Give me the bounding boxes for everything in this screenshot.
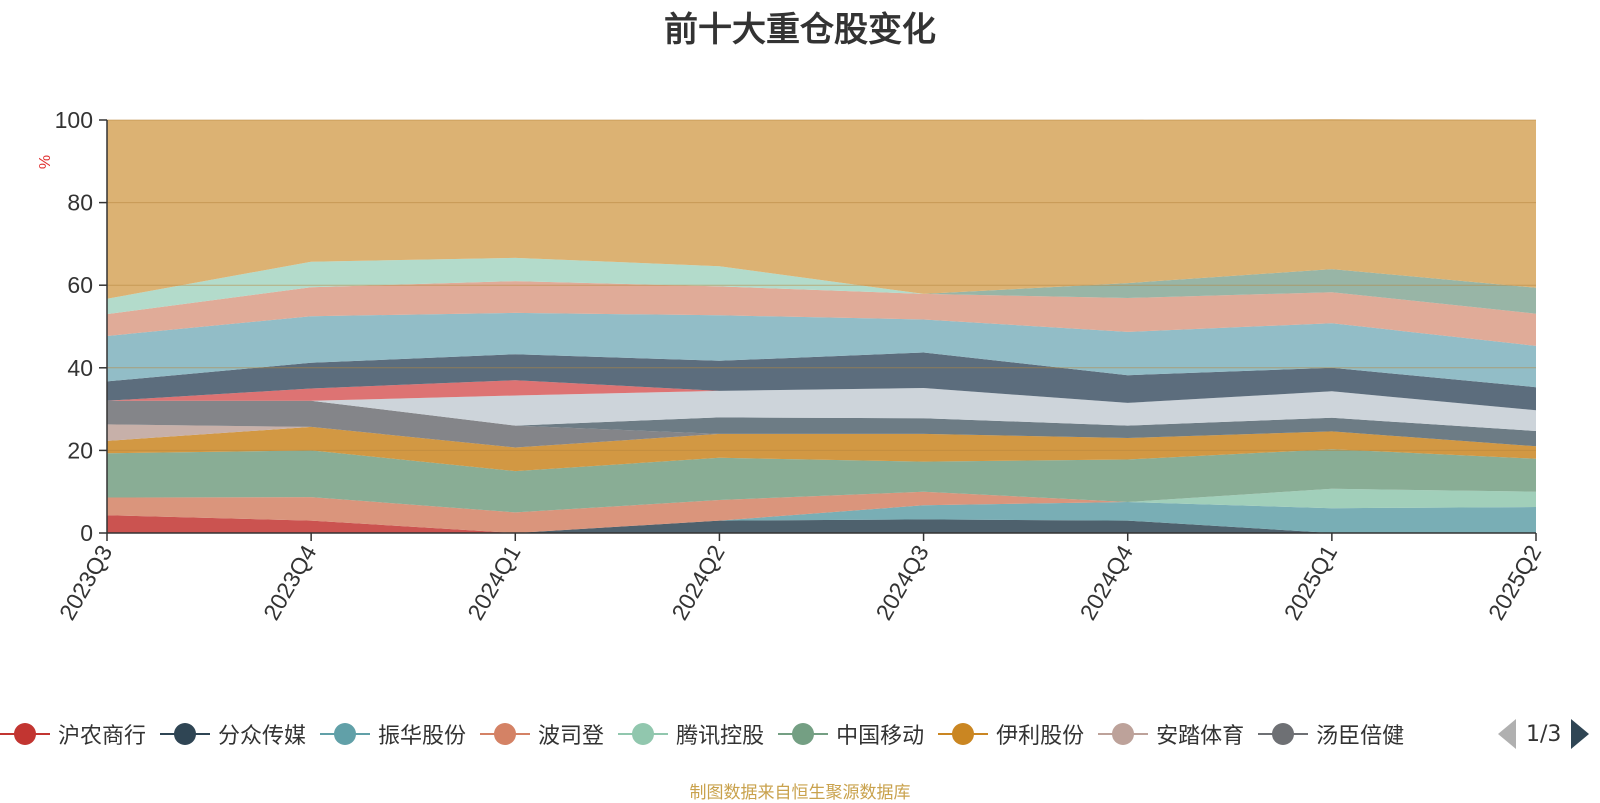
legend-next-arrow-icon[interactable] [1571,719,1590,749]
y-tick-label: 0 [80,520,93,546]
legend-marker-icon [938,722,989,746]
area-series-6 [107,426,1536,472]
x-tick-label: 2024Q4 [1075,540,1139,624]
legend-item[interactable]: 中国移动 [778,716,924,752]
legend-item[interactable]: 安踏体育 [1098,716,1244,752]
legend-label: 沪农商行 [58,724,147,749]
x-tick-label: 2023Q4 [258,540,322,624]
area-series-5 [107,449,1536,513]
legend-item[interactable]: 沪农商行 [0,716,146,752]
area-series-9 [107,400,1536,447]
legend-marker-icon [480,722,531,746]
area-series-3 [107,491,1536,533]
x-tick-label: 2025Q2 [1483,541,1546,625]
x-tick-label: 2024Q2 [666,541,729,625]
grid-lines [107,119,1536,451]
legend: 沪农商行 分众传媒 振华股份 波司登 腾讯控股 中国移动 伊利股份 安踏体育 汤臣倍健 [0,716,1490,752]
area-series-0 [107,515,1536,533]
legend-marker-icon [778,722,829,746]
area-series-17 [107,119,1536,299]
area-series-group [107,119,1536,533]
x-tick-label: 2023Q3 [54,541,117,625]
area-series-16 [107,257,1536,314]
x-tick-label: 2024Q1 [462,541,525,625]
legend-item[interactable]: 分众传媒 [160,716,306,752]
source-note: 制图数据来自恒生聚源数据库 [689,783,911,803]
legend-label: 振华股份 [378,724,467,749]
area-series-4 [107,488,1536,513]
y-tick-label: 40 [67,355,93,381]
legend-label: 腾讯控股 [676,724,765,749]
area-series-10 [107,388,1536,431]
legend-item[interactable]: 汤臣倍健 [1258,716,1404,752]
legend-marker-icon [618,722,669,746]
legend-item[interactable]: 振华股份 [320,716,466,752]
legend-item[interactable]: 伊利股份 [938,716,1084,752]
legend-marker-icon [1258,722,1309,746]
legend-label: 伊利股份 [996,724,1085,749]
legend-page-indicator: 1/3 [1526,721,1562,747]
y-axis-label: % [37,155,54,169]
legend-marker-icon [0,722,50,746]
x-tick-label: 2024Q3 [870,541,933,625]
y-tick-label: 100 [55,107,93,133]
legend-marker-icon [1098,722,1149,746]
legend-item[interactable]: 波司登 [480,716,604,752]
area-series-2 [107,502,1536,533]
y-tick-label: 60 [67,272,93,298]
legend-label: 汤臣倍健 [1316,724,1405,749]
legend-marker-icon [160,722,211,746]
area-series-13 [107,312,1536,388]
area-series-7 [107,424,1536,448]
chart-title: 前十大重仓股变化 [664,10,936,50]
y-tick-label: 80 [67,190,93,216]
legend-label: 波司登 [538,724,605,749]
legend-prev-arrow-icon[interactable] [1498,719,1516,749]
area-series-1 [107,515,1536,533]
area-series-8 [107,400,1536,448]
legend-pager: 1/3 [1498,716,1590,752]
y-tick-label: 20 [67,437,93,463]
legend-label: 安踏体育 [1156,724,1245,749]
area-series-11 [107,380,1536,411]
area-series-12 [107,352,1536,411]
legend-label: 分众传媒 [218,724,307,749]
legend-label: 中国移动 [836,724,925,749]
x-tick-label: 2025Q1 [1279,541,1342,625]
legend-marker-icon [320,722,371,746]
legend-item[interactable]: 腾讯控股 [618,716,764,752]
area-series-15 [107,257,1536,315]
area-series-14 [107,281,1536,346]
